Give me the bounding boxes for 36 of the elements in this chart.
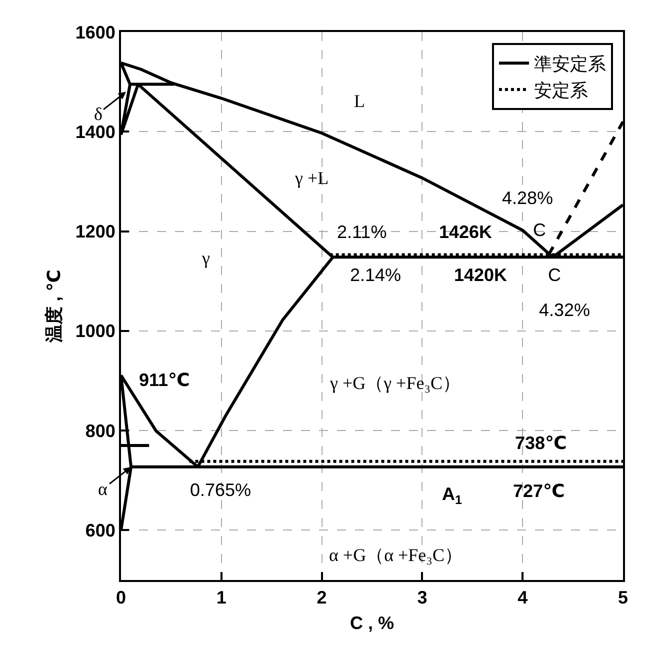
annotation: 2.14%	[350, 265, 402, 285]
annotation: γ +L	[294, 168, 329, 188]
y-tick-label: 600	[85, 520, 116, 540]
annotation: 727℃	[513, 481, 565, 501]
annotation: 911℃	[139, 370, 190, 390]
legend-label: 安定系	[534, 80, 588, 101]
annotation: δ	[94, 104, 102, 124]
x-tick-label: 1	[216, 588, 226, 608]
x-axis-title: C , %	[350, 613, 394, 634]
annotation: L	[354, 91, 365, 111]
annotation: 1420K	[454, 265, 508, 285]
y-tick-label: 1000	[75, 321, 116, 342]
annotation: γ	[201, 248, 210, 268]
annotation: 4.28%	[502, 188, 554, 208]
x-tick-label: 5	[618, 588, 628, 608]
x-tick-label: 3	[417, 588, 428, 608]
annotation: C	[548, 265, 561, 285]
x-tick-label: 2	[316, 588, 327, 608]
x-tick-label: 0	[116, 588, 126, 608]
annotation: γ +G（γ +Fe₃C）	[329, 373, 460, 393]
y-tick-label: 800	[85, 420, 116, 441]
annotation: 2.11%	[337, 222, 387, 242]
annotation: 738℃	[515, 433, 567, 453]
x-tick-label: 4	[518, 588, 528, 608]
annotation: 0.765%	[190, 480, 252, 500]
y-tick-label: 1200	[75, 222, 116, 242]
y-tick-label: 1400	[75, 122, 116, 142]
annotation: α +G（α +Fe₃C）	[329, 545, 462, 565]
annotation: 4.32%	[539, 300, 590, 320]
y-axis-title: 温度 , ℃	[44, 270, 64, 344]
annotation: 1426K	[439, 222, 492, 242]
annotation: C	[533, 220, 546, 240]
annotation: A$_{1}$	[442, 484, 462, 507]
legend-label: 準安定系	[534, 54, 606, 74]
y-tick-label: 1600	[75, 22, 116, 42]
annotation: α	[98, 479, 108, 499]
